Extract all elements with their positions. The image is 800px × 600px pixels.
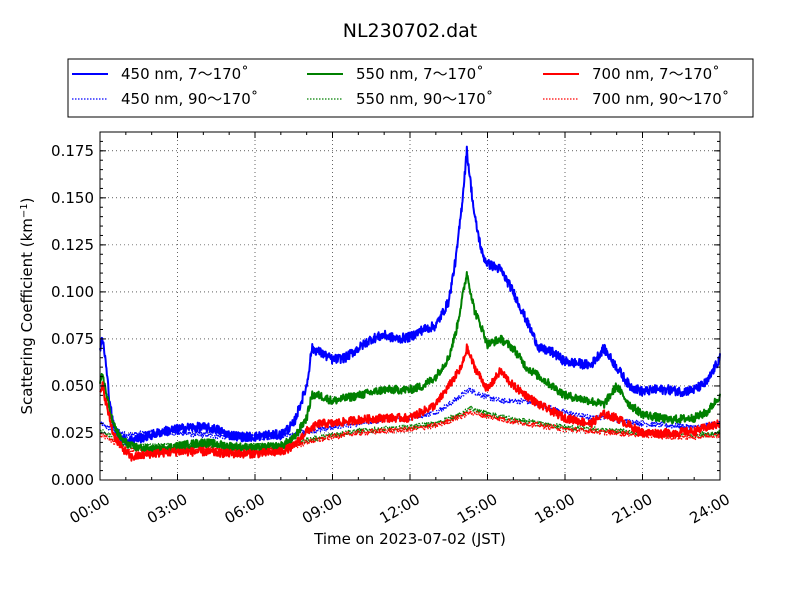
y-tick-label: 0.150 bbox=[51, 189, 94, 207]
y-tick-labels: 0.000 0.025 0.050 0.075 0.100 0.125 0.150 0.175 bbox=[51, 142, 94, 489]
x-tick-label: 18:00 bbox=[532, 490, 578, 527]
legend-label-4: 700 nm, 7～170˚ bbox=[592, 65, 720, 83]
x-tick-label: 15:00 bbox=[454, 490, 500, 527]
legend-label-3: 550 nm, 90～170˚ bbox=[356, 90, 493, 108]
plot-area bbox=[99, 131, 721, 481]
chart-title: NL230702.dat bbox=[343, 20, 478, 42]
series-layer bbox=[99, 145, 721, 462]
legend-label-2: 550 nm, 7～170˚ bbox=[356, 65, 484, 83]
legend-label-1: 450 nm, 90～170˚ bbox=[121, 90, 258, 108]
legend-frame bbox=[67, 58, 754, 118]
x-tick-label: 12:00 bbox=[377, 490, 423, 527]
legend-label-5: 700 nm, 90～170˚ bbox=[592, 90, 729, 108]
y-tick-label: 0.100 bbox=[51, 283, 94, 301]
x-tick-label: 24:00 bbox=[687, 490, 733, 527]
x-tick-label: 06:00 bbox=[222, 490, 268, 527]
y-axis-label-unit-sup: −1 bbox=[19, 203, 30, 218]
y-tick-label: 0.025 bbox=[51, 424, 94, 442]
x-axis-label: Time on 2023-07-02 (JST) bbox=[313, 530, 506, 548]
x-tick-label: 09:00 bbox=[299, 490, 345, 527]
x-tick-label: 21:00 bbox=[609, 490, 655, 527]
y-axis-label: Scattering Coefficient (km−1) bbox=[18, 197, 36, 414]
series-line-4 bbox=[99, 343, 721, 462]
x-tick-labels: 00:00 03:00 06:00 09:00 12:00 15:00 18:00 21:00… bbox=[67, 490, 733, 527]
series-line-2 bbox=[99, 271, 721, 455]
legend-items: 450 nm, 7～170˚ 450 nm, 90～170˚ 550 nm, 7～1… bbox=[72, 65, 729, 108]
axis-ticks bbox=[99, 132, 721, 481]
y-tick-label: 0.125 bbox=[51, 236, 94, 254]
x-tick-label: 00:00 bbox=[67, 490, 113, 527]
y-tick-label: 0.175 bbox=[51, 142, 94, 160]
legend-label-0: 450 nm, 7～170˚ bbox=[121, 65, 249, 83]
y-tick-label: 0.075 bbox=[51, 330, 94, 348]
y-tick-label: 0.000 bbox=[51, 471, 94, 489]
x-tick-label: 03:00 bbox=[144, 490, 190, 527]
y-tick-label: 0.050 bbox=[51, 377, 94, 395]
y-axis-label-close: ) bbox=[18, 197, 36, 203]
series-line-0 bbox=[99, 145, 721, 446]
series-line-5 bbox=[99, 408, 721, 454]
y-axis-label-text: Scattering Coefficient (km bbox=[18, 218, 36, 414]
legend: 450 nm, 7～170˚ 450 nm, 90～170˚ 550 nm, 7～1… bbox=[67, 58, 754, 118]
